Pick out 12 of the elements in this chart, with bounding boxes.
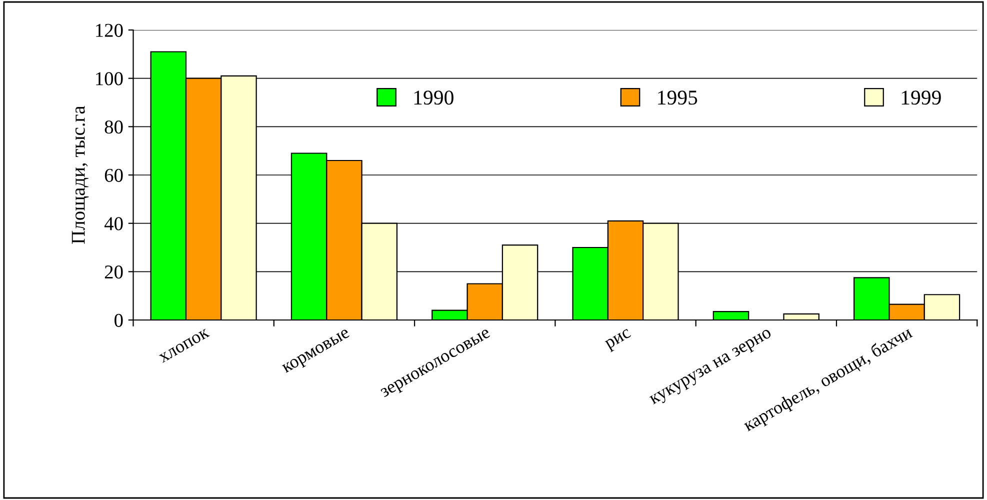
- y-tick-label: 0: [114, 314, 123, 327]
- y-tick-label: 60: [104, 168, 123, 182]
- y-tick-label: 40: [104, 217, 123, 230]
- y-tick-label: 120: [96, 24, 123, 37]
- x-tick-label: рис: [604, 328, 634, 352]
- y-tick-label: 100: [96, 72, 123, 86]
- y-tick-label: 20: [104, 265, 123, 279]
- y-tick-label: 80: [104, 120, 123, 134]
- legend-label: 1999: [902, 90, 941, 105]
- legend-label: 1990: [414, 90, 454, 105]
- y-axis-title: Площади, тыс.га: [72, 106, 89, 244]
- legend-label: 1995: [658, 90, 698, 105]
